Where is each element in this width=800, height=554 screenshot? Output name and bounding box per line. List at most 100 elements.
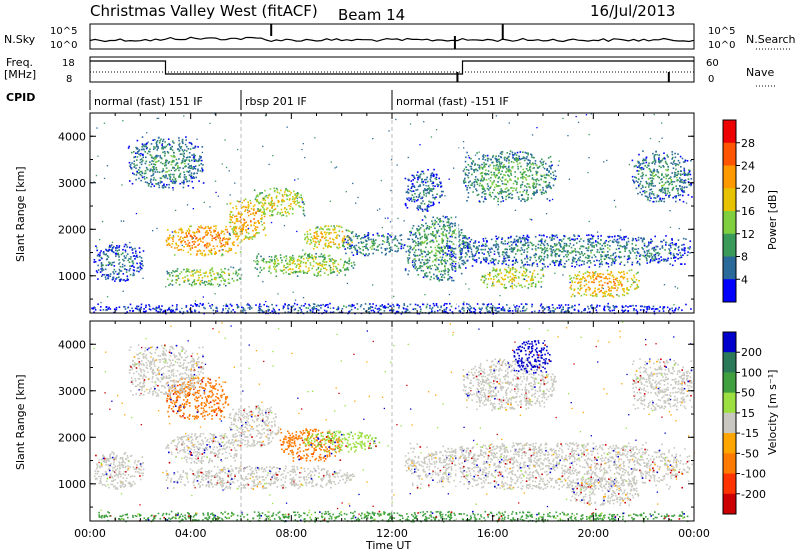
- heatmap-cell: [573, 288, 576, 291]
- heatmap-cell: [241, 224, 244, 226]
- heatmap-cell: [509, 192, 512, 195]
- heatmap-cell: [153, 165, 155, 168]
- heatmap-cell: [112, 271, 114, 273]
- heatmap-cell: [492, 276, 495, 278]
- heatmap-cell: [620, 271, 623, 273]
- heatmap-cell: [610, 294, 612, 297]
- heatmap-cell: [360, 304, 363, 306]
- heatmap-cell: [455, 253, 457, 256]
- heatmap-cell: [197, 279, 200, 281]
- heatmap-cell: [504, 268, 506, 271]
- heatmap-cell: [598, 273, 601, 275]
- heatmap-cell: [178, 158, 180, 160]
- heatmap-cell: [603, 306, 606, 308]
- heatmap-cell: [262, 229, 265, 231]
- heatmap-cell: [645, 311, 648, 313]
- heatmap-cell: [496, 273, 499, 275]
- heatmap-cell: [302, 272, 305, 274]
- heatmap-cell: [550, 248, 553, 250]
- heatmap-cell: [505, 191, 507, 193]
- heatmap-cell: [318, 241, 321, 243]
- heatmap-cell: [618, 251, 621, 253]
- heatmap-cell: [527, 287, 530, 289]
- heatmap-cell: [526, 162, 529, 165]
- heatmap-cell: [605, 290, 608, 293]
- heatmap-cell: [252, 212, 255, 214]
- heatmap-cell: [381, 235, 383, 237]
- heatmap-cell: [180, 162, 183, 165]
- heatmap-cell: [604, 245, 606, 247]
- heatmap-cell: [495, 164, 497, 167]
- heatmap-cell: [489, 306, 492, 309]
- heatmap-cell: [152, 160, 155, 163]
- heatmap-cell: [484, 248, 486, 251]
- heatmap-cell: [222, 244, 225, 246]
- heatmap-cell: [472, 245, 475, 247]
- heatmap-cell: [199, 302, 202, 305]
- heatmap-cell: [445, 245, 448, 247]
- heatmap-cell: [676, 253, 678, 255]
- heatmap-cell: [591, 281, 593, 283]
- heatmap-cell: [324, 305, 326, 307]
- heatmap-cell: [224, 245, 226, 248]
- heatmap-cell: [449, 228, 451, 230]
- heatmap-cell: [242, 307, 245, 309]
- heatmap-cell: [687, 251, 689, 253]
- heatmap-cell: [241, 230, 243, 233]
- heatmap-cell: [215, 225, 217, 227]
- heatmap-cell: [183, 236, 186, 239]
- heatmap-cell: [428, 226, 431, 228]
- heatmap-cell: [496, 174, 498, 177]
- heatmap-cell: [114, 280, 116, 282]
- heatmap-cell: [513, 279, 516, 282]
- heatmap-cell: [547, 186, 549, 188]
- heatmap-cell: [151, 166, 154, 168]
- heatmap-cell: [511, 187, 513, 189]
- heatmap-cell: [483, 275, 485, 278]
- heatmap-cell: [611, 240, 614, 243]
- heatmap-cell: [316, 237, 319, 240]
- heatmap-cell: [249, 305, 252, 307]
- heatmap-cell: [552, 310, 555, 313]
- heatmap-cell: [481, 175, 483, 177]
- heatmap-cell: [191, 281, 194, 284]
- heatmap-cell: [292, 268, 294, 271]
- heatmap-cell: [528, 183, 530, 185]
- heatmap-cell: [167, 278, 169, 281]
- heatmap-cell: [343, 305, 345, 307]
- heatmap-cell: [498, 273, 500, 275]
- heatmap-cell: [133, 156, 135, 159]
- heatmap-cell: [366, 247, 368, 249]
- heatmap-cell: [492, 267, 495, 269]
- heatmap-cell: [188, 159, 190, 161]
- heatmap-cell: [554, 249, 557, 252]
- heatmap-cell: [168, 169, 170, 172]
- heatmap-cell: [144, 172, 147, 174]
- heatmap-cell: [607, 289, 610, 291]
- heatmap-cell: [542, 189, 544, 191]
- heatmap-cell: [253, 189, 256, 191]
- heatmap-cell: [283, 266, 285, 268]
- heatmap-cell: [508, 281, 510, 283]
- heatmap-cell: [368, 307, 370, 309]
- heatmap-cell: [106, 255, 109, 257]
- heatmap-cell: [473, 245, 475, 248]
- heatmap-cell: [515, 235, 518, 238]
- heatmap-cell: [199, 280, 202, 283]
- heatmap-cell: [508, 307, 511, 309]
- heatmap-cell: [327, 225, 330, 227]
- heatmap-cell: [612, 276, 615, 278]
- heatmap-cell: [564, 266, 566, 268]
- heatmap-cell: [203, 272, 205, 274]
- heatmap-cell: [424, 240, 426, 243]
- heatmap-cell: [372, 309, 375, 312]
- heatmap-cell: [301, 199, 304, 201]
- heatmap-cell: [133, 173, 135, 176]
- heatmap-cell: [145, 156, 147, 159]
- heatmap-cell: [364, 235, 366, 238]
- heatmap-cell: [543, 259, 545, 262]
- heatmap-cell: [591, 242, 593, 244]
- heatmap-cell: [156, 140, 159, 142]
- heatmap-cell: [595, 309, 598, 311]
- heatmap-cell: [424, 263, 426, 265]
